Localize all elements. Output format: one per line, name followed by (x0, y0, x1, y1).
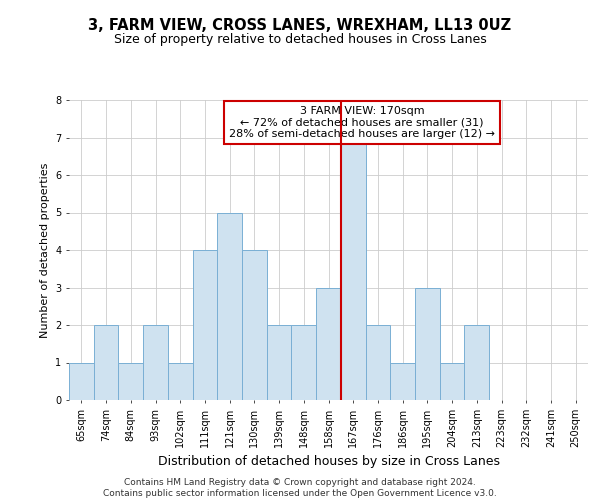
Bar (267, 325, 292, 400)
Bar (242, 250, 267, 400)
Bar (390, 362, 415, 400)
Bar (464, 325, 489, 400)
Bar (94, 325, 118, 400)
Bar (292, 325, 316, 400)
Text: Contains HM Land Registry data © Crown copyright and database right 2024.
Contai: Contains HM Land Registry data © Crown c… (103, 478, 497, 498)
Bar (143, 325, 168, 400)
Bar (415, 288, 440, 400)
Text: 3 FARM VIEW: 170sqm
← 72% of detached houses are smaller (31)
28% of semi-detach: 3 FARM VIEW: 170sqm ← 72% of detached ho… (229, 106, 495, 139)
Bar (193, 250, 217, 400)
Bar (168, 362, 193, 400)
Bar (316, 288, 341, 400)
Y-axis label: Number of detached properties: Number of detached properties (40, 162, 50, 338)
Bar (69, 362, 94, 400)
Bar (365, 325, 390, 400)
X-axis label: Distribution of detached houses by size in Cross Lanes: Distribution of detached houses by size … (157, 456, 499, 468)
Text: 3, FARM VIEW, CROSS LANES, WREXHAM, LL13 0UZ: 3, FARM VIEW, CROSS LANES, WREXHAM, LL13… (88, 18, 512, 32)
Bar (440, 362, 464, 400)
Text: Size of property relative to detached houses in Cross Lanes: Size of property relative to detached ho… (113, 32, 487, 46)
Bar (341, 138, 365, 400)
Bar (217, 212, 242, 400)
Bar (118, 362, 143, 400)
